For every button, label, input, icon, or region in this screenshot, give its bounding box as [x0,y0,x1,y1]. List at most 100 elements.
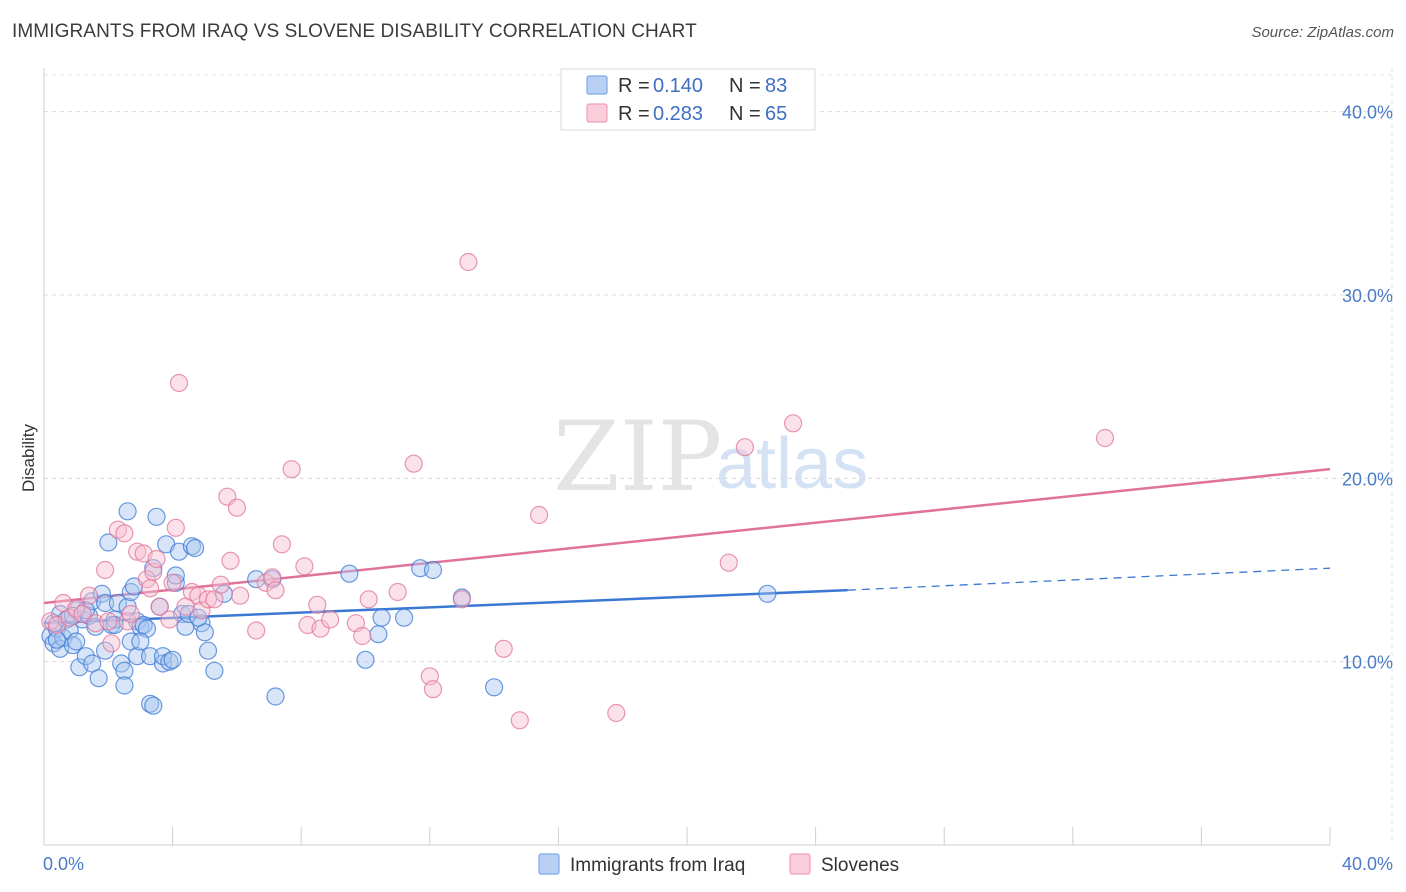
point-iraq [369,625,388,644]
point-iraq [115,676,134,695]
point-iraq [205,661,224,680]
point-slovenes [282,460,301,479]
bottom-legend-label-iraq: Immigrants from Iraq [570,855,745,876]
point-slovenes [121,604,140,624]
point-iraq [118,502,137,521]
point-iraq [147,507,166,526]
point-slovenes [423,680,443,699]
correlation-legend: R = 0.140 N = 83 R = 0.283 N = 65 [560,68,816,131]
point-slovenes [79,586,99,605]
point-iraq [141,694,160,713]
legend-n-label-iraq: N = [729,75,761,97]
point-iraq [89,669,108,688]
legend-r-value-slovenes: 0.283 [653,103,703,125]
point-iraq [99,533,118,552]
legend-r-label-iraq: R = [618,75,650,97]
point-slovenes [783,414,803,433]
point-iraq [340,564,359,583]
point-iraq [163,650,182,669]
legend-n-value-iraq: 83 [765,75,787,97]
x-tick-label-min: 0.0% [43,854,84,874]
y-tick-label: 20.0% [1342,469,1393,489]
point-iraq [108,593,128,613]
y-tick-label: 10.0% [1342,653,1393,673]
point-slovenes [272,535,291,554]
series-slovenes-points [41,252,1115,730]
point-slovenes [227,498,246,517]
point-slovenes [150,597,169,616]
y-tick-label: 30.0% [1342,286,1393,306]
point-slovenes [147,549,166,569]
x-tick-label-max: 40.0% [1342,854,1393,874]
point-slovenes [160,610,179,629]
axes [43,68,1331,846]
legend-n-value-slovenes: 65 [765,103,787,125]
point-slovenes [295,557,314,576]
point-slovenes [211,575,230,594]
point-iraq [372,608,391,627]
trend-line-slovenes [43,467,1331,605]
y-tick-label: 40.0% [1342,103,1393,123]
point-iraq [76,647,95,666]
gridlines [44,68,1393,845]
point-slovenes [141,579,160,598]
point-slovenes [73,604,92,624]
point-iraq [95,593,115,613]
point-slovenes [115,524,134,543]
point-slovenes [510,711,529,730]
trend-line-iraq-extension [847,567,1331,591]
point-slovenes [99,612,118,631]
point-slovenes [494,639,513,658]
point-iraq [485,678,504,697]
point-slovenes [311,619,330,638]
point-iraq [67,632,86,651]
point-slovenes [166,518,185,537]
point-slovenes [266,581,285,600]
legend-swatch-iraq [586,75,608,95]
point-iraq [47,630,67,649]
tick-labels: 10.0% 20.0% 30.0% 40.0% 0.0% 40.0% [43,103,1393,874]
point-iraq [131,632,150,651]
point-slovenes [719,553,738,572]
point-iraq [266,687,285,706]
point-iraq [758,584,777,603]
point-slovenes [452,590,471,609]
point-iraq [160,652,179,671]
point-slovenes [1095,428,1115,448]
legend-r-value-iraq: 0.140 [653,75,703,97]
point-iraq [423,560,443,580]
point-slovenes [247,621,266,640]
point-slovenes [321,610,340,629]
point-iraq [115,661,134,680]
point-iraq [186,538,205,558]
point-iraq [128,647,147,666]
point-iraq [95,641,115,660]
y-axis-label: Disability [19,423,38,492]
point-slovenes [221,551,240,570]
point-slovenes [404,454,423,473]
point-slovenes [359,590,378,609]
chart-title: IMMIGRANTS FROM IRAQ VS SLOVENE DISABILI… [12,21,697,42]
bottom-legend-swatch-slovenes [789,853,811,875]
bottom-legend-swatch-iraq [538,853,560,875]
point-iraq [121,582,140,602]
point-iraq [198,641,218,660]
point-iraq [144,696,163,715]
point-slovenes [308,595,327,614]
point-slovenes [102,634,121,653]
point-iraq [395,608,414,627]
point-slovenes [388,582,407,602]
series-iraq-points [41,502,777,715]
point-slovenes [735,438,755,457]
point-slovenes [353,626,372,646]
point-iraq [356,650,375,669]
series-legend: Immigrants from Iraq Slovenes [538,853,899,876]
source-credit: Source: ZipAtlas.com [1251,24,1394,41]
point-iraq [247,570,266,589]
point-slovenes [529,505,549,525]
point-iraq [182,537,201,556]
legend-r-label-slovenes: R = [618,103,650,125]
point-slovenes [163,573,182,592]
watermark-zip: ZIP [553,401,722,513]
